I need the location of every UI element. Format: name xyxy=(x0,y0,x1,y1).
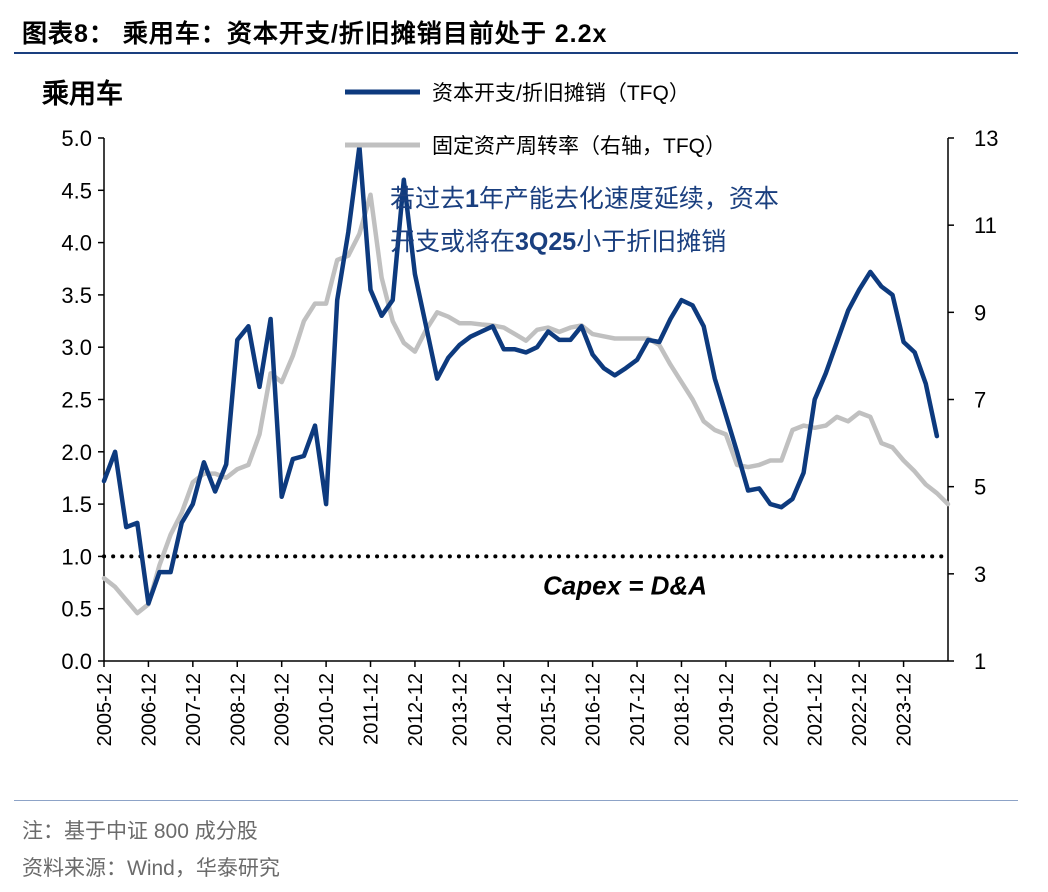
x-tick-label: 2021-12 xyxy=(805,673,827,746)
x-tick-label: 2019-12 xyxy=(716,673,738,746)
y-left-tick-label: 2.0 xyxy=(61,440,92,465)
x-tick-label: 2014-12 xyxy=(494,673,516,746)
annotation-run: 年产能去化速度延续，资本 xyxy=(479,185,779,213)
footnote: 注：基于中证 800 成分股 xyxy=(22,820,258,843)
y-left-tick-label: 4.0 xyxy=(61,231,92,256)
y-left-tick-label: 1.0 xyxy=(61,544,92,569)
x-tick-label: 2007-12 xyxy=(183,673,205,746)
x-tick-label: 2022-12 xyxy=(849,673,871,746)
y-left-tick-label: 4.5 xyxy=(61,178,92,203)
y-right-tick-label: 3 xyxy=(974,562,986,587)
annotation-run: 3Q25 xyxy=(515,228,576,256)
annotation-run: 开支或将在 xyxy=(390,228,515,256)
y-right-tick-label: 9 xyxy=(974,300,986,325)
y-left-tick-label: 1.5 xyxy=(61,492,92,517)
series-line-capex-da xyxy=(101,144,940,606)
y-right-tick-label: 7 xyxy=(974,388,986,413)
x-tick-label: 2017-12 xyxy=(627,673,649,746)
annotation-text: 若过去1年产能去化速度延续，资本开支或将在3Q25小于折旧摊销 xyxy=(390,185,779,256)
x-tick-label: 2011-12 xyxy=(361,673,383,745)
x-tick-label: 2020-12 xyxy=(760,673,782,746)
x-tick-label: 2005-12 xyxy=(94,673,116,746)
source-note: 资料来源：Wind，华泰研究 xyxy=(22,857,280,880)
footer-rule xyxy=(14,800,1018,801)
x-tick-label: 2015-12 xyxy=(538,673,560,746)
x-tick-label: 2023-12 xyxy=(894,673,916,746)
legend-label: 资本开支/折旧摊销（TFQ） xyxy=(432,82,690,105)
x-tick-label: 2010-12 xyxy=(316,673,338,746)
chart-axes: 0.00.51.01.52.02.53.03.54.04.55.01357911… xyxy=(61,126,998,746)
x-tick-label: 2012-12 xyxy=(405,673,427,746)
x-tick-label: 2016-12 xyxy=(583,673,605,746)
panel-label: 乘用车 xyxy=(42,79,123,109)
x-tick-label: 2006-12 xyxy=(138,673,160,746)
x-tick-label: 2018-12 xyxy=(671,673,693,746)
title-rule xyxy=(14,52,1018,54)
y-left-tick-label: 0.0 xyxy=(61,649,92,674)
x-tick-label: 2013-12 xyxy=(449,673,471,746)
line-chart: 0.00.51.01.52.02.53.03.54.04.55.01357911… xyxy=(61,82,998,746)
y-right-tick-label: 13 xyxy=(974,126,998,151)
y-left-tick-label: 3.0 xyxy=(61,335,92,360)
y-right-tick-label: 1 xyxy=(974,649,986,674)
annotation-run: 小于折旧摊销 xyxy=(576,228,726,256)
reference-line-label: Capex = D&A xyxy=(543,570,707,600)
chart-legend: 资本开支/折旧摊销（TFQ） 固定资产周转率（右轴，TFQ） xyxy=(345,82,726,158)
series-layer xyxy=(101,144,951,616)
series-line-asset-turnover xyxy=(101,192,951,616)
y-left-tick-label: 5.0 xyxy=(61,126,92,151)
y-left-tick-label: 0.5 xyxy=(61,597,92,622)
legend-label: 固定资产周转率（右轴，TFQ） xyxy=(432,135,726,158)
y-left-tick-label: 3.5 xyxy=(61,283,92,308)
y-right-tick-label: 5 xyxy=(974,475,986,500)
annotation-run: 1 xyxy=(465,185,479,213)
figure-title: 图表8： 乘用车：资本开支/折旧摊销目前处于 2.2x xyxy=(22,20,608,48)
annotation-run: 若过去 xyxy=(390,185,465,213)
y-right-tick-label: 11 xyxy=(974,213,997,238)
x-tick-label: 2009-12 xyxy=(272,673,294,746)
x-tick-label: 2008-12 xyxy=(227,673,249,746)
y-left-tick-label: 2.5 xyxy=(61,388,92,413)
